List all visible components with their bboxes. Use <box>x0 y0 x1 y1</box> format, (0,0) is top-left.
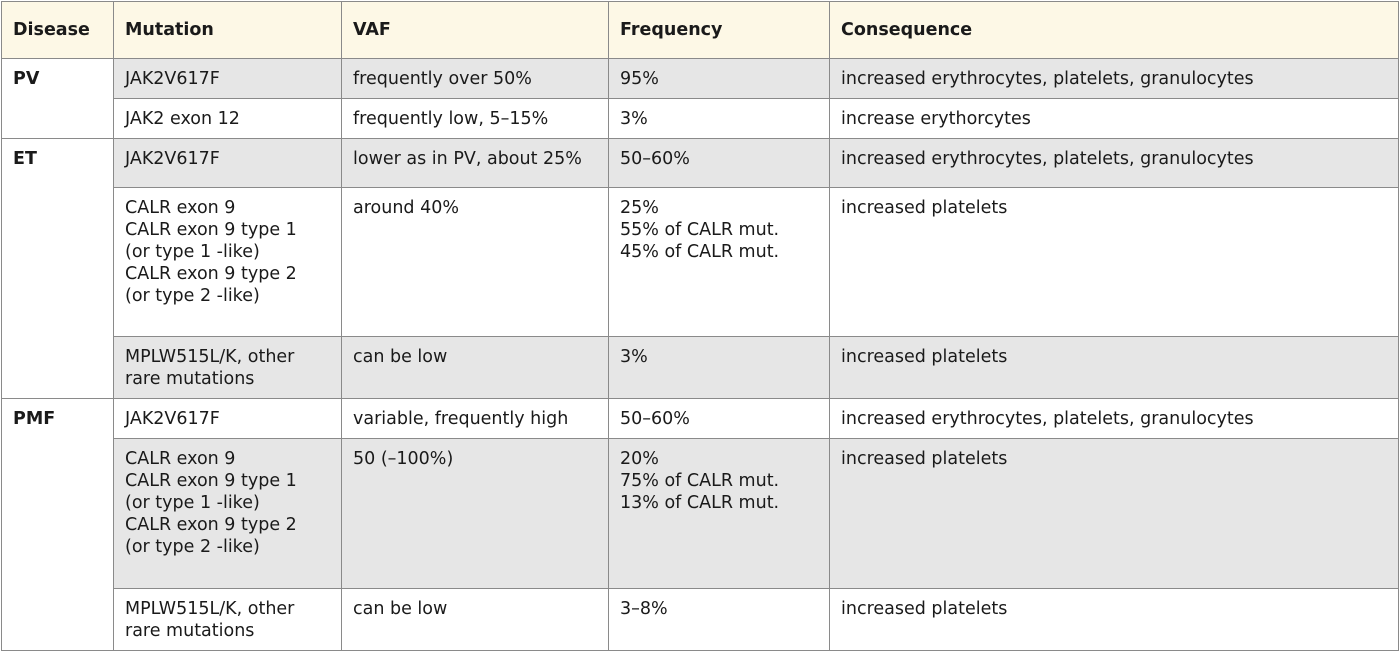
table-row: PMF JAK2V617F variable, frequently high 50–… <box>1 398 1399 651</box>
vaf-cell: around 40% <box>341 187 609 337</box>
vaf-cell: 50 (–100%) <box>341 438 609 589</box>
consequence-cell: increased erythrocytes, platelets, granu… <box>829 138 1399 188</box>
vaf-cell: frequently low, 5–15% <box>341 98 609 139</box>
header-consequence: Consequence <box>829 1 1399 59</box>
vaf-cell: can be low <box>341 336 609 399</box>
frequency-cell: 3–8% <box>608 588 830 651</box>
frequency-cell: 50–60% <box>608 398 830 439</box>
mutation-cell: JAK2V617F <box>113 58 342 99</box>
mutation-cell: CALR exon 9 CALR exon 9 type 1 (or type … <box>113 438 342 589</box>
table-row: MPLW515L/K, other rare mutations can be l… <box>2 336 1399 399</box>
table-row: JAK2 exon 12 frequently low, 5–15% 3% incre… <box>2 98 1399 139</box>
table-row: MPLW515L/K, other rare mutations can be l… <box>2 588 1399 651</box>
frequency-cell: 3% <box>608 98 830 139</box>
disease-cell: ET <box>1 138 114 399</box>
header-frequency: Frequency <box>608 1 830 59</box>
consequence-cell: increased erythrocytes, platelets, granu… <box>829 58 1399 99</box>
consequence-cell: increased erythrocytes, platelets, granu… <box>829 398 1399 439</box>
vaf-cell: lower as in PV, about 25% <box>341 138 609 188</box>
frequency-cell: 25% 55% of CALR mut. 45% of CALR mut. <box>608 187 830 337</box>
table-body: PV JAK2V617F frequently over 50% 95% increas… <box>1 58 1399 651</box>
frequency-cell: 3% <box>608 336 830 399</box>
disease-cell: PV <box>1 58 114 139</box>
vaf-cell: can be low <box>341 588 609 651</box>
vaf-cell: frequently over 50% <box>341 58 609 99</box>
mutation-cell: CALR exon 9 CALR exon 9 type 1 (or type … <box>113 187 342 337</box>
mutation-cell: MPLW515L/K, other rare mutations <box>113 336 342 399</box>
table-row: CALR exon 9 CALR exon 9 type 1 (or type … <box>2 187 1399 337</box>
disease-cell: PMF <box>1 398 114 651</box>
consequence-cell: increased platelets <box>829 588 1399 651</box>
consequence-cell: increase erythorcytes <box>829 98 1399 139</box>
consequence-cell: increased platelets <box>829 438 1399 589</box>
consequence-cell: increased platelets <box>829 187 1399 337</box>
mutation-cell: JAK2V617F <box>113 138 342 188</box>
header-disease: Disease <box>1 1 114 59</box>
mutation-cell: JAK2V617F <box>113 398 342 439</box>
table-row: CALR exon 9 CALR exon 9 type 1 (or type … <box>2 438 1399 589</box>
vaf-cell: variable, frequently high <box>341 398 609 439</box>
frequency-cell: 95% <box>608 58 830 99</box>
consequence-cell: increased platelets <box>829 336 1399 399</box>
header-row: Disease Mutation VAF Frequency Consequen… <box>1 1 1399 59</box>
frequency-cell: 20% 75% of CALR mut. 13% of CALR mut. <box>608 438 830 589</box>
header-mutation: Mutation <box>113 1 342 59</box>
mutation-cell: MPLW515L/K, other rare mutations <box>113 588 342 651</box>
table-row: PV JAK2V617F frequently over 50% 95% increas… <box>1 58 1399 139</box>
mutation-cell: JAK2 exon 12 <box>113 98 342 139</box>
table-row: ET JAK2V617F lower as in PV, about 25% 50–6… <box>1 138 1399 399</box>
header-vaf: VAF <box>341 1 609 59</box>
frequency-cell: 50–60% <box>608 138 830 188</box>
